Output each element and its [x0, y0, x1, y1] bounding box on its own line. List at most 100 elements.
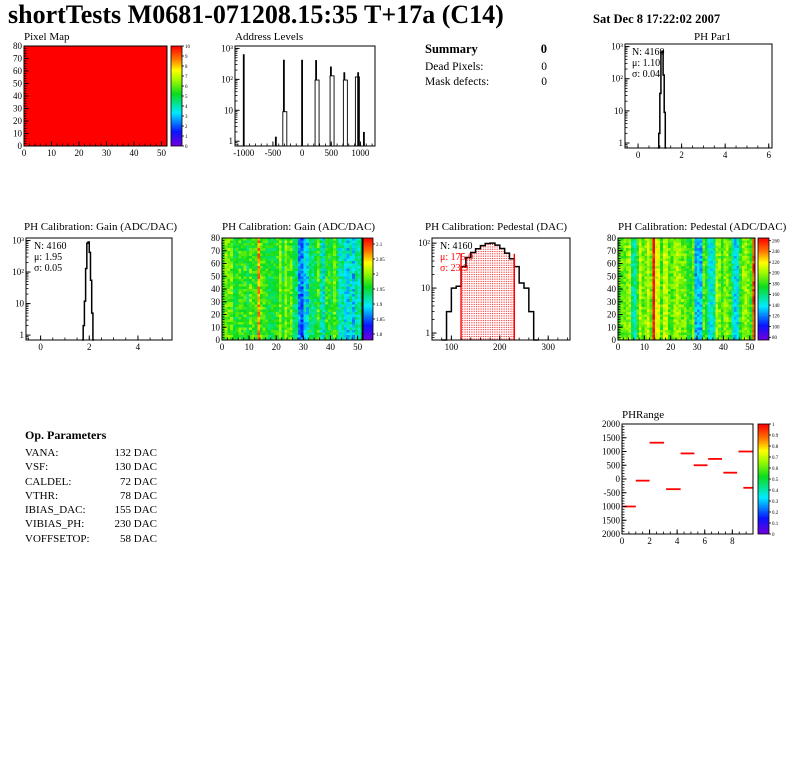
svg-text:0: 0 [18, 141, 23, 151]
pixel-map-canvas [24, 46, 167, 146]
svg-text:0: 0 [300, 148, 305, 158]
svg-text:500: 500 [607, 460, 621, 470]
pedestal-map-colorbar [758, 238, 769, 340]
op-label: VANA: [25, 447, 59, 459]
op-value: 155 DAC [114, 504, 157, 517]
gain-map-canvas [222, 238, 363, 340]
svg-text:1: 1 [229, 136, 234, 146]
summary-row-value: 0 [541, 61, 547, 73]
svg-text:0: 0 [22, 148, 27, 158]
address-levels-panel: Address Levels -1000 -500 0 500 1000 10³ 10² 10… [205, 30, 390, 164]
svg-text:40: 40 [607, 284, 617, 294]
pixel-map-panel: Pixel Map 0 10 20 30 40 50 0 10 20 30 40 50 60 70 80 10… [0, 30, 200, 164]
svg-text:30: 30 [211, 297, 221, 307]
svg-text:1000: 1000 [602, 447, 621, 457]
svg-text:2: 2 [376, 273, 379, 278]
svg-text:40: 40 [326, 342, 336, 352]
op-value: 72 DAC [120, 475, 157, 488]
gain-map-colorbar [362, 238, 373, 340]
stat-n: N: 4160 [632, 47, 665, 58]
svg-text:10: 10 [224, 105, 234, 115]
svg-text:0.4: 0.4 [772, 489, 779, 494]
svg-text:260: 260 [772, 239, 780, 244]
svg-text:1: 1 [426, 328, 431, 338]
svg-text:10: 10 [13, 129, 23, 139]
ph-par1-title: PH Par1 [694, 31, 731, 43]
svg-text:1: 1 [772, 423, 775, 428]
svg-text:180: 180 [772, 282, 780, 287]
op-label: VSF: [25, 461, 49, 474]
svg-text:60: 60 [211, 259, 221, 269]
svg-text:1.9: 1.9 [376, 303, 383, 308]
gain-map-panel: PH Calibration: Gain (ADC/DAC) 0 10 20 30 40… [205, 216, 400, 356]
summary-row-label: Mask defects: [425, 76, 490, 89]
svg-text:1: 1 [185, 135, 188, 140]
svg-text:5: 5 [185, 95, 188, 100]
svg-text:80: 80 [607, 233, 617, 243]
svg-text:4: 4 [136, 342, 141, 352]
op-label: IBIAS_DAC: [25, 504, 86, 517]
svg-text:0: 0 [612, 335, 617, 345]
svg-text:2.1: 2.1 [376, 243, 383, 248]
pixel-map-plot: 0 10 20 30 40 50 0 10 20 30 40 50 60 70 80 10 9 8 7 6 5 4 3 2 1 0 [0, 30, 200, 164]
gain-map-plot: 0 10 20 30 40 50 0 10 20 30 40 50 60 70 80 2.1 2.05 2 1.95… [205, 216, 400, 356]
svg-text:0: 0 [620, 536, 625, 546]
op-parameters-title: Op. Parameters [25, 428, 107, 442]
svg-text:40: 40 [13, 91, 23, 101]
svg-text:70: 70 [211, 246, 221, 256]
svg-text:8: 8 [185, 65, 188, 70]
pixel-map-title: Pixel Map [24, 31, 70, 43]
op-value: 78 DAC [120, 489, 157, 502]
svg-text:1.8: 1.8 [376, 333, 383, 338]
gain-hist-panel: PH Calibration: Gain (ADC/DAC) N: 4160 μ… [10, 216, 210, 356]
svg-text:20: 20 [607, 310, 617, 320]
svg-text:4: 4 [723, 150, 728, 160]
stat-n: N: 4160 [440, 241, 473, 252]
svg-text:0: 0 [772, 533, 775, 538]
address-levels-title: Address Levels [235, 31, 304, 43]
svg-text:0: 0 [220, 342, 225, 352]
svg-text:0: 0 [38, 342, 43, 352]
gain-hist-plot: 0 2 4 10³ 10² 10 1 [10, 216, 210, 356]
svg-text:6: 6 [185, 85, 188, 90]
svg-text:30: 30 [13, 104, 23, 114]
svg-text:0.5: 0.5 [772, 478, 779, 483]
stat-mu: μ: 1.10 [632, 58, 661, 69]
stat-mu: μ: 1.95 [34, 252, 63, 263]
svg-text:0.6: 0.6 [772, 467, 779, 472]
svg-text:140: 140 [772, 304, 780, 309]
ph-range-svg: 0 2 4 6 8 2000 1500 1000 500 0 -500 1000 1500 2000 1 0.… [602, 419, 779, 546]
svg-text:50: 50 [211, 271, 221, 281]
svg-text:6: 6 [702, 536, 707, 546]
pedestal-hist-svg: 100 200 300 10² 10 1 [418, 237, 571, 352]
svg-text:0.3: 0.3 [772, 500, 779, 505]
svg-text:10: 10 [47, 148, 57, 158]
svg-text:50: 50 [745, 342, 755, 352]
stat-sigma: σ: 0.04 [632, 69, 661, 80]
summary-total: 0 [540, 42, 547, 56]
svg-text:10²: 10² [221, 74, 233, 84]
svg-text:20: 20 [75, 148, 85, 158]
svg-text:-500: -500 [265, 148, 282, 158]
op-parameters-block: Op. Parameters VANA: 132 DAC VSF: 130 DAC … [25, 428, 157, 547]
svg-text:2: 2 [679, 150, 684, 160]
pedestal-map-panel: PH Calibration: Pedestal (ADC/DAC) 0 10 20… [600, 216, 796, 356]
svg-text:50: 50 [353, 342, 363, 352]
svg-text:-1000: -1000 [233, 148, 254, 158]
op-value: 132 DAC [114, 447, 157, 459]
svg-text:120: 120 [772, 315, 780, 320]
svg-text:0: 0 [616, 342, 621, 352]
svg-text:2.05: 2.05 [376, 258, 385, 263]
svg-text:240: 240 [772, 250, 780, 255]
svg-text:10: 10 [614, 106, 624, 116]
address-levels-plot: -1000 -500 0 500 1000 10³ 10² 10 1 [205, 30, 390, 164]
svg-text:20: 20 [666, 342, 676, 352]
svg-text:1.85: 1.85 [376, 318, 385, 323]
op-label: VTHR: [25, 489, 58, 502]
svg-text:10³: 10³ [221, 43, 233, 53]
ph-range-panel: PHRange 0 2 4 6 8 2000 1500 1000 500 0 -500 1000 150… [598, 402, 796, 550]
summary-block: Summary 0 Dead Pixels: 0 Mask defects: 0 [425, 42, 547, 91]
svg-text:6: 6 [766, 150, 771, 160]
svg-text:40: 40 [130, 148, 140, 158]
